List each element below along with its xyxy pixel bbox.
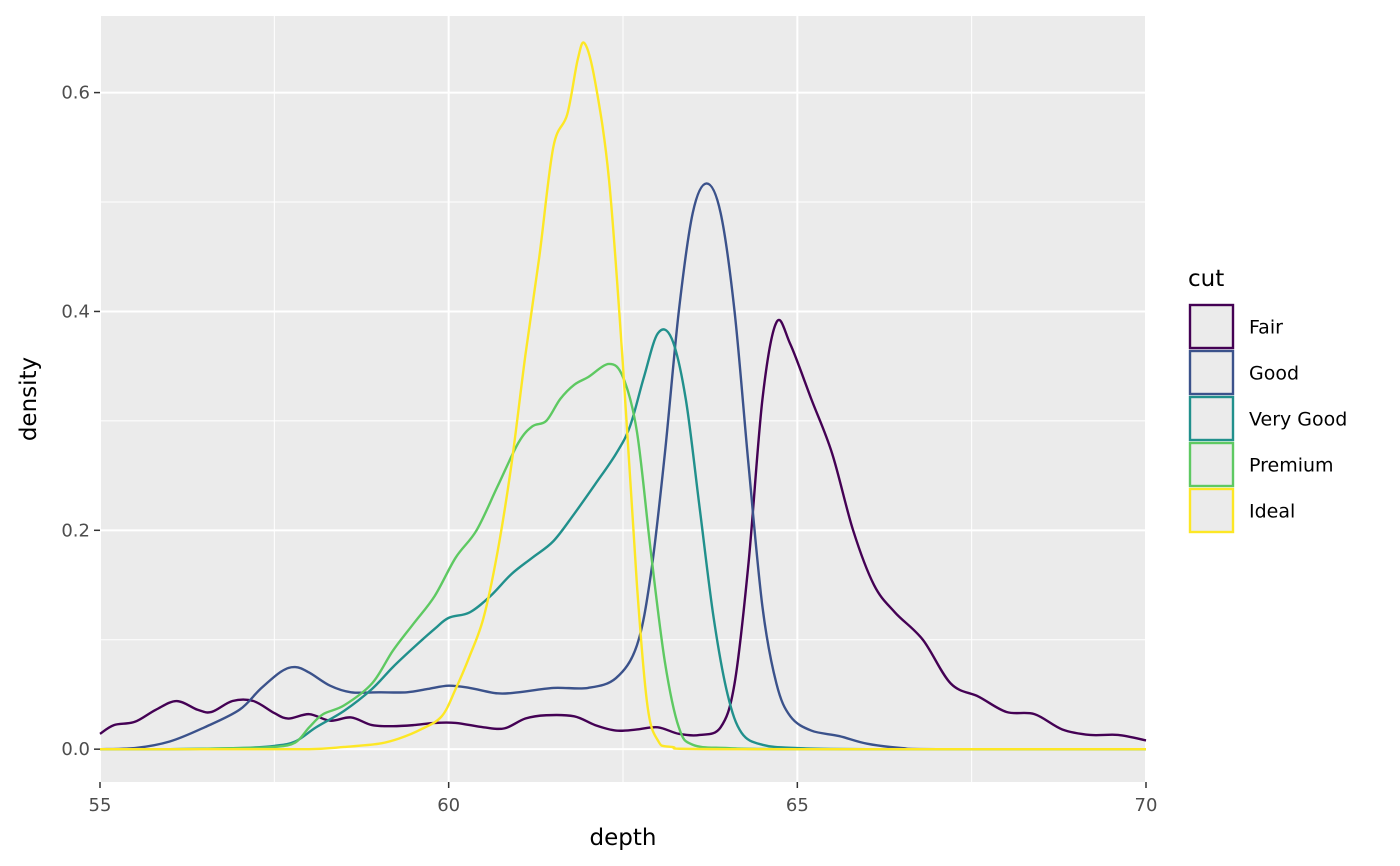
x-tick-label: 60 — [437, 795, 460, 816]
series-line-good — [99, 182, 1146, 751]
legend: Fair Good Very Good Premium Ideal — [1188, 303, 1347, 534]
y-tick-label: 0.4 — [61, 301, 90, 322]
y-axis-title: density — [16, 357, 42, 441]
series-line-premium — [100, 362, 1146, 751]
legend-key-fair — [1188, 303, 1235, 350]
x-tick-label: 70 — [1135, 795, 1158, 816]
legend-title: cut — [1188, 266, 1224, 292]
y-tick-label: 0.0 — [61, 739, 90, 760]
x-tick-label: 55 — [89, 795, 112, 816]
series-line-ideal — [100, 41, 1146, 751]
y-tick-label: 0.6 — [61, 83, 90, 104]
x-axis-title: depth — [590, 825, 657, 851]
legend-label-ideal: Ideal — [1249, 501, 1295, 523]
minor-gridlines — [100, 16, 1146, 782]
x-axis-ticks: 55 60 65 70 — [89, 782, 1158, 816]
legend-label-very-good: Very Good — [1249, 409, 1347, 431]
series-line-fair — [99, 318, 1147, 742]
legend-key-ideal — [1188, 487, 1235, 534]
legend-label-fair: Fair — [1249, 317, 1283, 339]
legend-key-very-good — [1188, 395, 1235, 442]
legend-label-premium: Premium — [1249, 455, 1334, 477]
y-axis-ticks: 0.0 0.2 0.4 0.6 — [61, 83, 100, 760]
x-tick-label: 65 — [786, 795, 809, 816]
series-lines — [99, 41, 1147, 751]
legend-label-good: Good — [1249, 363, 1299, 385]
legend-key-good — [1188, 349, 1235, 396]
series-line-very-good — [100, 328, 1146, 751]
y-tick-label: 0.2 — [61, 520, 90, 541]
legend-key-premium — [1188, 441, 1235, 488]
